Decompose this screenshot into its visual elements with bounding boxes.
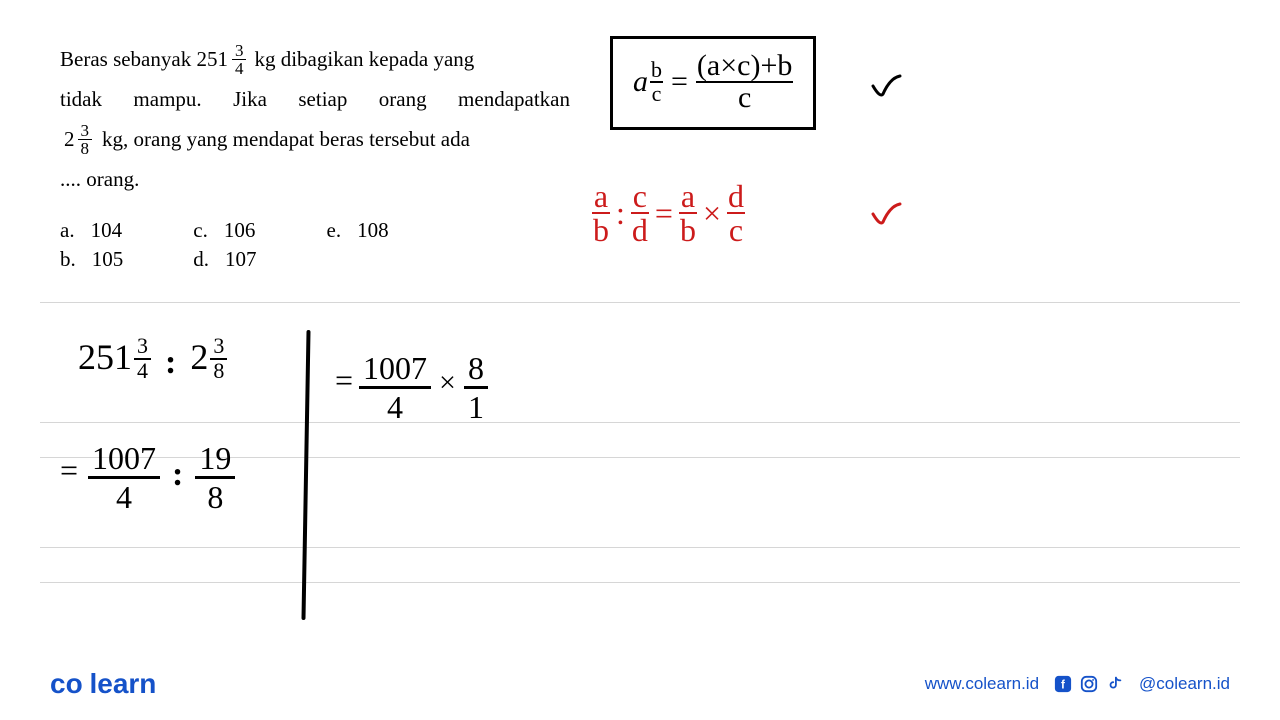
question-line1-pre: Beras sebanyak 251 — [60, 40, 228, 80]
option-d: d.107 — [193, 247, 256, 272]
handwork-step3: = 1007 4 × 8 1 — [335, 352, 488, 423]
tiktok-icon — [1105, 674, 1125, 694]
svg-text:f: f — [1061, 679, 1065, 692]
question-text: Beras sebanyak 251 3 4 kg dibagikan kepa… — [60, 40, 570, 200]
colearn-logo: co learn — [50, 668, 156, 700]
checkmark-icon — [870, 72, 904, 111]
footer-url: www.colearn.id — [925, 674, 1039, 694]
mixed-fraction-formula-box: a b c = (a×c)+b c — [610, 36, 816, 130]
option-c: c.106 — [193, 218, 256, 243]
fraction-251-3-4: 3 4 — [232, 42, 247, 77]
option-b: b.105 — [60, 247, 123, 272]
option-a: a.104 — [60, 218, 123, 243]
question-line3-post: kg, orang yang mendapat beras tersebut a… — [102, 120, 470, 160]
fraction-2-3-8: 2 3 8 — [64, 120, 92, 160]
division-formula-red: a b : c d = a b × d c — [592, 180, 745, 246]
social-icons: f — [1053, 674, 1125, 694]
footer: co learn www.colearn.id f @colearn.id — [0, 668, 1280, 700]
question-line1-post: kg dibagikan kepada yang — [254, 40, 474, 80]
question-line2: tidak mampu. Jika setiap orang mendapatk… — [60, 80, 570, 120]
option-e: e.108 — [327, 218, 389, 243]
footer-handle: @colearn.id — [1139, 674, 1230, 694]
question-line4: .... orang. — [60, 160, 570, 200]
checkmark-icon — [870, 200, 904, 239]
handwork-step1: 251 3 4 : 2 3 8 — [78, 336, 227, 382]
handwork-step2: = 1007 4 : 19 8 — [60, 442, 235, 513]
vertical-divider — [301, 330, 310, 620]
facebook-icon: f — [1053, 674, 1073, 694]
instagram-icon — [1079, 674, 1099, 694]
